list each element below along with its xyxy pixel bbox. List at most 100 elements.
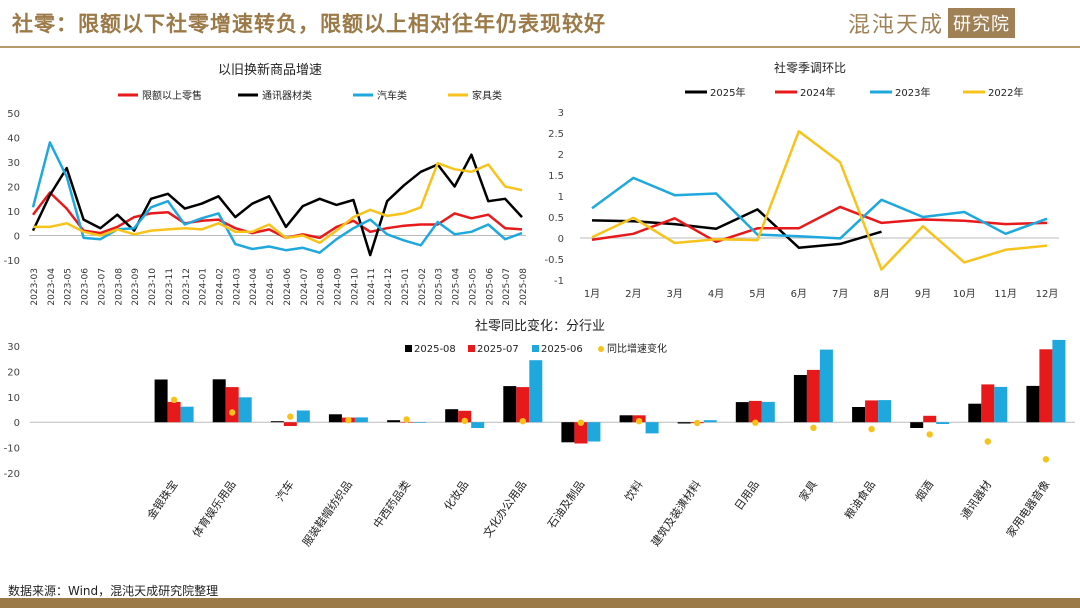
y-tick-label-0: -20 xyxy=(4,469,20,480)
x-tick-label-21: 2024-12 xyxy=(384,268,394,306)
marker-3 xyxy=(345,417,352,424)
legend-label-3: 2022年 xyxy=(988,86,1023,99)
bar-12-2 xyxy=(878,400,892,423)
series-line-1 xyxy=(591,205,1048,244)
legend-label-2: 2025-06 xyxy=(541,344,583,355)
bar-14-1 xyxy=(981,384,995,423)
y-tick-label-6: 50 xyxy=(7,109,20,120)
series-line-3 xyxy=(33,161,523,245)
y-tick-label-0: -10 xyxy=(4,256,20,267)
bar-2-2 xyxy=(296,410,310,423)
x-tick-label-12: 2024-03 xyxy=(232,268,242,306)
x-tick-label-5: 化妆品 xyxy=(441,478,471,513)
y-tick-label-3: 10 xyxy=(7,393,20,404)
bar-2-1 xyxy=(283,422,297,426)
bar-10-2 xyxy=(761,401,775,423)
y-tick-label-5: 1.5 xyxy=(548,171,564,182)
bar-15-0 xyxy=(1026,385,1040,423)
series-line-2 xyxy=(591,176,1048,240)
marker-6 xyxy=(519,418,526,425)
x-tick-label-3: 服装鞋帽纺织品 xyxy=(299,478,355,549)
legend-swatch-1 xyxy=(468,345,475,352)
legend-label-0: 2025年 xyxy=(710,86,745,99)
y-tick-label-2: 0 xyxy=(558,234,564,245)
x-tick-label-1: 2023-04 xyxy=(47,268,57,306)
bar-11-0 xyxy=(793,375,807,423)
series-line-2 xyxy=(31,141,523,254)
chart-retail-yoy-by-industry: 社零同比变化：分行业 2025-08 2025-07 2025-06 同比增速变化 -20… xyxy=(4,318,1075,549)
bar-13-1 xyxy=(923,415,937,423)
page-title: 社零：限额以下社零增速转负，限额以上相对往年仍表现较好 xyxy=(12,12,606,36)
marker-4 xyxy=(403,416,410,423)
marker-10 xyxy=(752,419,759,426)
bar-14-0 xyxy=(968,403,982,423)
x-tick-label-19: 2024-10 xyxy=(350,268,360,306)
x-tick-label-7: 8月 xyxy=(873,288,889,300)
bar-2-0 xyxy=(270,421,284,423)
legend-label-markers: 同比增速变化 xyxy=(607,342,667,355)
x-tick-label-11: 家具 xyxy=(796,478,820,504)
marker-2 xyxy=(287,413,294,420)
x-tick-label-9: 2023-12 xyxy=(182,268,192,306)
legend-label-3: 家具类 xyxy=(472,89,502,102)
bar-8-0 xyxy=(619,415,633,423)
x-tick-label-0: 1月 xyxy=(584,288,600,300)
x-tick-label-3: 2023-06 xyxy=(81,268,91,306)
x-tick-label-8: 饮料 xyxy=(621,478,645,504)
bar-9-0 xyxy=(677,422,691,424)
x-tick-label-11: 12月 xyxy=(1036,288,1059,300)
chart-title: 社零同比变化：分行业 xyxy=(475,318,605,334)
x-tick-label-24: 2025-03 xyxy=(435,268,445,306)
y-tick-label-5: 40 xyxy=(7,134,20,145)
x-tick-label-28: 2025-07 xyxy=(502,268,512,306)
bar-13-0 xyxy=(910,422,924,428)
x-tick-label-14: 2024-05 xyxy=(266,268,276,306)
x-tick-label-13: 2024-04 xyxy=(249,268,259,306)
x-tick-label-2: 汽车 xyxy=(273,478,297,504)
bar-5-1 xyxy=(458,410,472,423)
x-tick-label-3: 4月 xyxy=(708,288,724,300)
series-line-1 xyxy=(31,153,523,257)
brand-name: 混沌天成 xyxy=(848,13,945,38)
marker-8 xyxy=(635,418,643,425)
bar-0-0 xyxy=(154,379,168,423)
bar-5-2 xyxy=(471,422,485,428)
data-source-note: 数据来源：Wind，混沌天成研究院整理 xyxy=(8,584,219,598)
bar-13-2 xyxy=(936,422,950,424)
marker-1 xyxy=(229,409,236,416)
chart-title: 以旧换新商品增速 xyxy=(218,62,322,78)
x-tick-label-2: 3月 xyxy=(667,288,683,300)
x-tick-label-0: 金银珠宝 xyxy=(144,478,181,522)
x-tick-label-29: 2025-08 xyxy=(519,268,529,306)
x-tick-label-15: 2024-06 xyxy=(283,268,293,306)
bar-6-0 xyxy=(503,386,517,423)
y-tick-label-1: -10 xyxy=(4,444,20,455)
y-tick-label-2: 10 xyxy=(7,207,20,218)
x-tick-label-4: 中西药品类 xyxy=(370,478,413,531)
marker-12 xyxy=(868,425,875,433)
x-tick-label-9: 10月 xyxy=(953,288,976,300)
x-tick-label-15: 家用电器音像 xyxy=(1003,478,1052,540)
chart-retail-mom: 社零季调环比 2025年 2024年 2023年 2022年 -1 -0.5 0 0.5 1 1.5… xyxy=(544,60,1059,300)
bar-10-1 xyxy=(748,400,762,423)
bar-8-2 xyxy=(645,422,659,434)
bar-15-1 xyxy=(1039,349,1053,423)
marker-15 xyxy=(1042,456,1050,463)
legend-label-0: 2025-08 xyxy=(414,344,456,355)
bar-14-2 xyxy=(994,386,1008,423)
y-tick-label-7: 2.5 xyxy=(548,129,564,140)
legend-label-1: 2024年 xyxy=(800,86,835,99)
x-tick-label-27: 2025-06 xyxy=(485,268,495,306)
marker-14 xyxy=(984,438,991,445)
x-tick-label-10: 11月 xyxy=(994,288,1017,300)
x-tick-label-6: 7月 xyxy=(832,288,848,300)
x-tick-label-11: 2024-02 xyxy=(215,268,225,306)
bar-10-0 xyxy=(735,402,749,423)
brand-seal: 研究院 xyxy=(948,8,1016,38)
x-tick-label-2: 2023-05 xyxy=(64,268,74,306)
y-tick-label-4: 30 xyxy=(7,158,20,169)
y-tick-label-3: 20 xyxy=(7,183,20,194)
y-tick-label-1: -0.5 xyxy=(544,255,564,266)
x-tick-label-10: 2024-01 xyxy=(199,268,209,306)
